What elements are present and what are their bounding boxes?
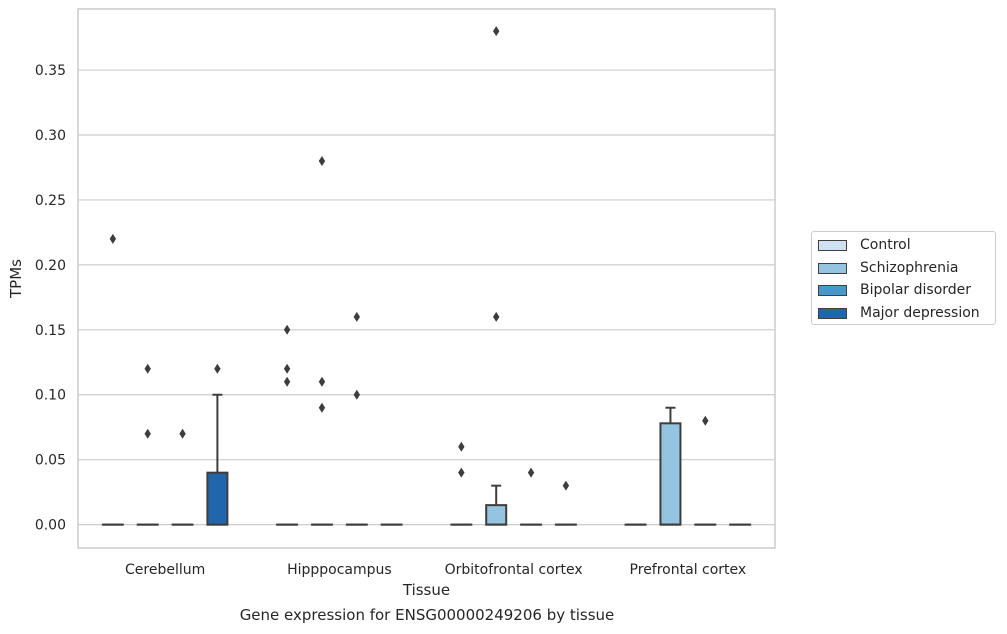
outlier-points	[109, 26, 709, 491]
x-tick-label: Cerebellum	[125, 562, 205, 578]
outlier-point	[109, 233, 117, 244]
box-schizophrenia	[485, 484, 508, 526]
boxes	[101, 393, 752, 526]
legend-label-schizophrenia: Schizophrenia	[860, 260, 959, 276]
box-schizophrenia	[659, 406, 682, 526]
outlier-point	[144, 363, 151, 374]
outlier-point	[283, 363, 291, 374]
y-tick-label: 0.35	[35, 63, 66, 79]
y-tick-label: 0.10	[35, 388, 66, 404]
legend-item-bipolar-disorder: Bipolar disorder	[818, 280, 971, 300]
outlier-point	[144, 428, 151, 439]
legend-swatch-bipolar-disorder	[818, 284, 847, 296]
outlier-point	[353, 311, 360, 322]
x-tick-label: Hipppocampus	[287, 562, 392, 578]
outlier-point	[318, 402, 326, 413]
y-tick-label: 0.00	[35, 518, 66, 534]
y-tick-label: 0.30	[35, 128, 66, 144]
legend-swatch-control	[818, 239, 847, 251]
outlier-point	[493, 311, 500, 322]
y-tick-label: 0.15	[35, 323, 66, 339]
y-tick-labels: 0.00 0.05 0.10 0.15 0.20 0.25 0.30 0.35	[35, 63, 66, 534]
y-tick-label: 0.20	[35, 258, 66, 274]
outlier-point	[283, 376, 291, 387]
legend-label-control: Control	[860, 237, 911, 253]
legend-item-major-depression: Major depression	[818, 303, 980, 323]
outlier-point	[179, 428, 186, 439]
outlier-point	[562, 480, 570, 491]
outlier-point	[458, 441, 465, 452]
outlier-point	[283, 324, 291, 335]
legend-item-schizophrenia: Schizophrenia	[818, 258, 958, 278]
outlier-point	[318, 376, 326, 387]
legend-item-control: Control	[818, 235, 911, 255]
outlier-point	[318, 155, 326, 166]
box-body	[485, 504, 508, 526]
outlier-point	[353, 389, 360, 400]
legend-label-major-depression: Major depression	[860, 305, 980, 321]
x-tick-labels: Cerebellum Hipppocampus Orbitofrontal cort…	[125, 562, 746, 578]
outlier-point	[214, 363, 221, 374]
outlier-point	[702, 415, 709, 426]
x-axis-label: Tissue	[402, 581, 450, 599]
legend-swatch-major-depression	[818, 307, 847, 319]
outlier-point	[527, 467, 535, 478]
y-tick-label: 0.05	[35, 453, 66, 469]
plot-area-frame	[77, 8, 776, 549]
legend-swatch-schizophrenia	[818, 262, 847, 274]
legend-label-bipolar-disorder: Bipolar disorder	[860, 282, 972, 298]
box-major-depression	[206, 393, 229, 526]
legend: Control Schizophrenia Bipolar disorder M…	[811, 231, 996, 325]
y-tick-label: 0.25	[35, 193, 66, 209]
outlier-point	[493, 26, 500, 37]
box-body	[206, 471, 229, 526]
chart-caption: Gene expression for ENSG00000249206 by t…	[239, 606, 615, 624]
x-tick-label: Orbitofrontal cortex	[445, 562, 583, 578]
x-tick-label: Prefrontal cortex	[630, 562, 747, 578]
outlier-point	[458, 467, 465, 478]
grid-lines	[78, 69, 775, 526]
y-axis-label: TPMs	[7, 259, 25, 299]
box-body	[659, 422, 682, 526]
